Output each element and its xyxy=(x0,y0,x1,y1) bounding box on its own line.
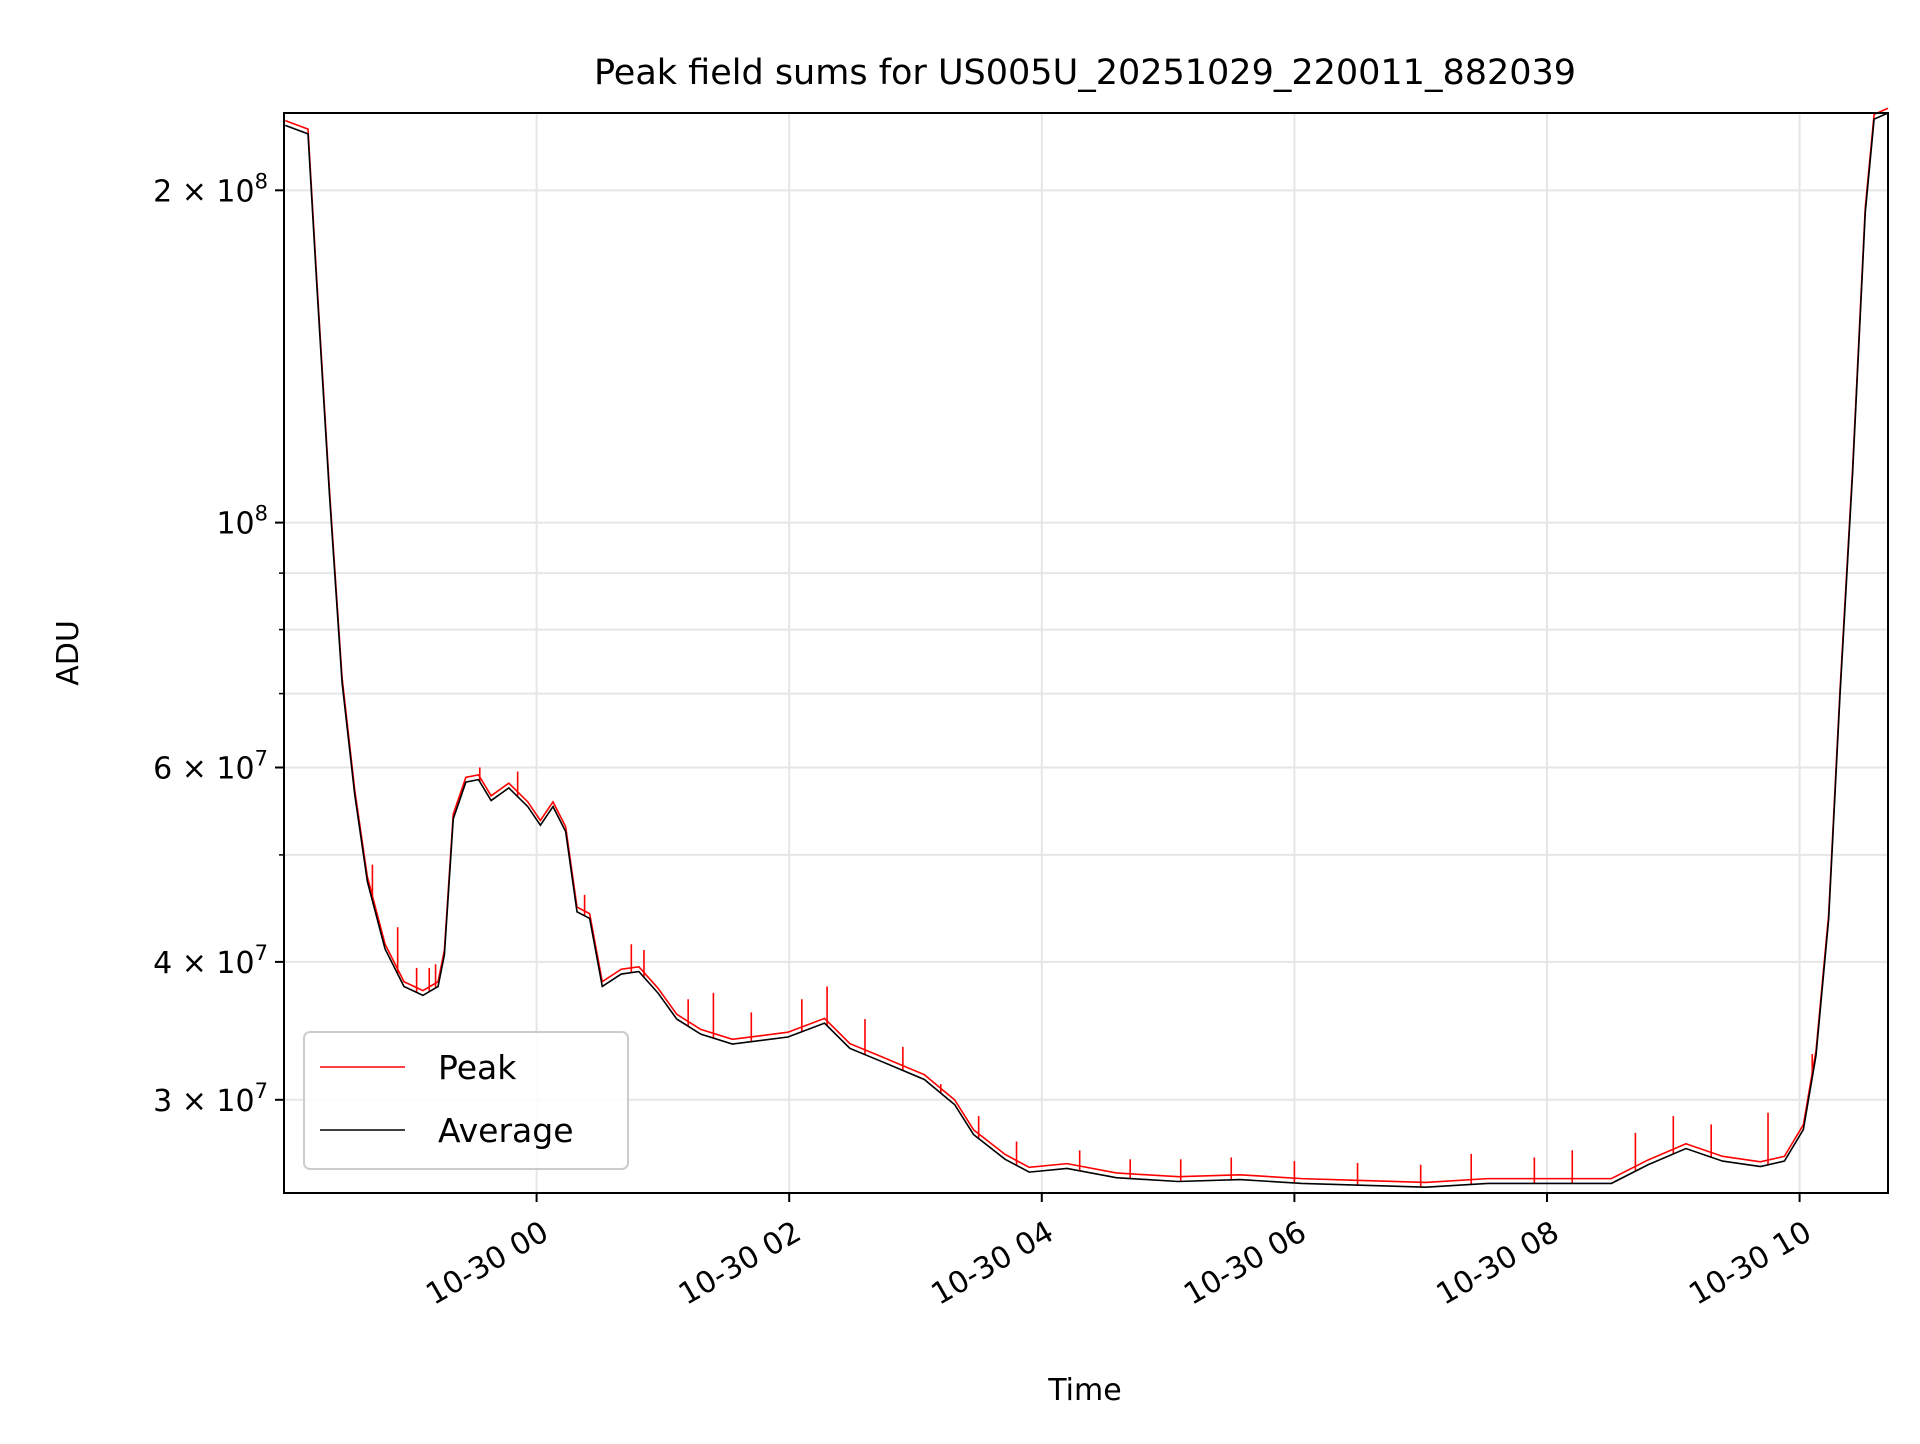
grid xyxy=(284,113,1888,1193)
y-tick-label: 108 xyxy=(216,502,268,542)
y-tick-label: 2 × 108 xyxy=(153,169,268,209)
y-tick-base: 2 × 10 xyxy=(153,174,254,209)
y-tick-label: 6 × 107 xyxy=(153,747,268,787)
x-axis-label: Time xyxy=(1047,1373,1121,1408)
legend-average-label: Average xyxy=(438,1111,574,1150)
average-series-line xyxy=(284,112,1889,1189)
axes-frame xyxy=(283,112,1889,1194)
y-tick-exponent: 7 xyxy=(255,1079,268,1103)
y-tick-label: 3 × 107 xyxy=(153,1079,268,1119)
y-tick-label: 4 × 107 xyxy=(153,941,268,981)
chart-title: Peak field sums for US005U_20251029_2200… xyxy=(594,53,1576,93)
y-tick-base: 3 × 10 xyxy=(153,1084,254,1119)
y-tick-base: 4 × 10 xyxy=(153,946,254,981)
y-tick-base: 6 × 10 xyxy=(153,752,254,787)
y-axis-label: ADU xyxy=(51,620,86,686)
y-tick-exponent: 7 xyxy=(255,747,268,771)
y-tick-exponent: 7 xyxy=(255,941,268,965)
legend: Peak Average xyxy=(303,1031,629,1170)
legend-peak-label: Peak xyxy=(438,1048,517,1087)
plot-area xyxy=(284,107,1889,1189)
y-tick-exponent: 8 xyxy=(255,502,268,526)
y-tick-base: 10 xyxy=(216,507,254,542)
peak-series-line xyxy=(284,107,1889,1184)
y-tick-exponent: 8 xyxy=(255,169,268,193)
